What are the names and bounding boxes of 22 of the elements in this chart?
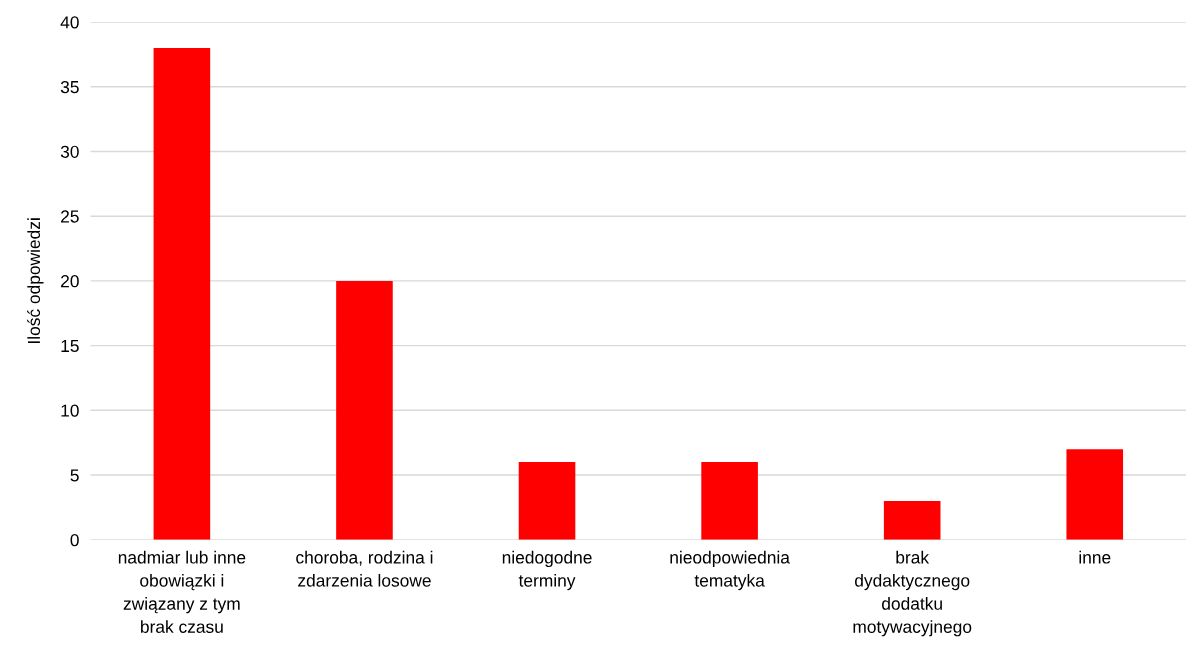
y-tick-label: 25 — [61, 210, 79, 223]
y-tick-label: 10 — [61, 404, 79, 417]
y-tick-label: 15 — [61, 339, 79, 353]
x-tick-label: brak dydaktycznego dodatku motywacyjnego — [853, 550, 972, 637]
y-tick-label: 35 — [60, 80, 79, 94]
x-tick-label: niedogodne terminy — [502, 550, 592, 591]
x-tick-label: inne — [1079, 550, 1111, 564]
y-tick-label: 0 — [70, 533, 79, 547]
bar — [883, 500, 941, 540]
y-tick-label: 30 — [60, 145, 79, 158]
x-tick-label: choroba, rodzina i zdarzenia losowe — [296, 550, 433, 587]
bar — [1066, 449, 1124, 540]
bar — [153, 47, 211, 540]
bar — [518, 462, 576, 540]
x-tick-label: nieodpowiednia tematyka — [670, 550, 790, 591]
bar — [701, 462, 758, 540]
y-tick-label: 40 — [60, 16, 79, 29]
y-axis-title: Ilość odpowiedzi — [27, 218, 44, 343]
bar — [336, 280, 393, 540]
y-tick-label: 5 — [70, 469, 79, 482]
x-tick-label: nadmiar lub inne obowiązki i związany z tym brak czasu — [118, 550, 246, 633]
y-tick-label: 20 — [61, 275, 79, 288]
